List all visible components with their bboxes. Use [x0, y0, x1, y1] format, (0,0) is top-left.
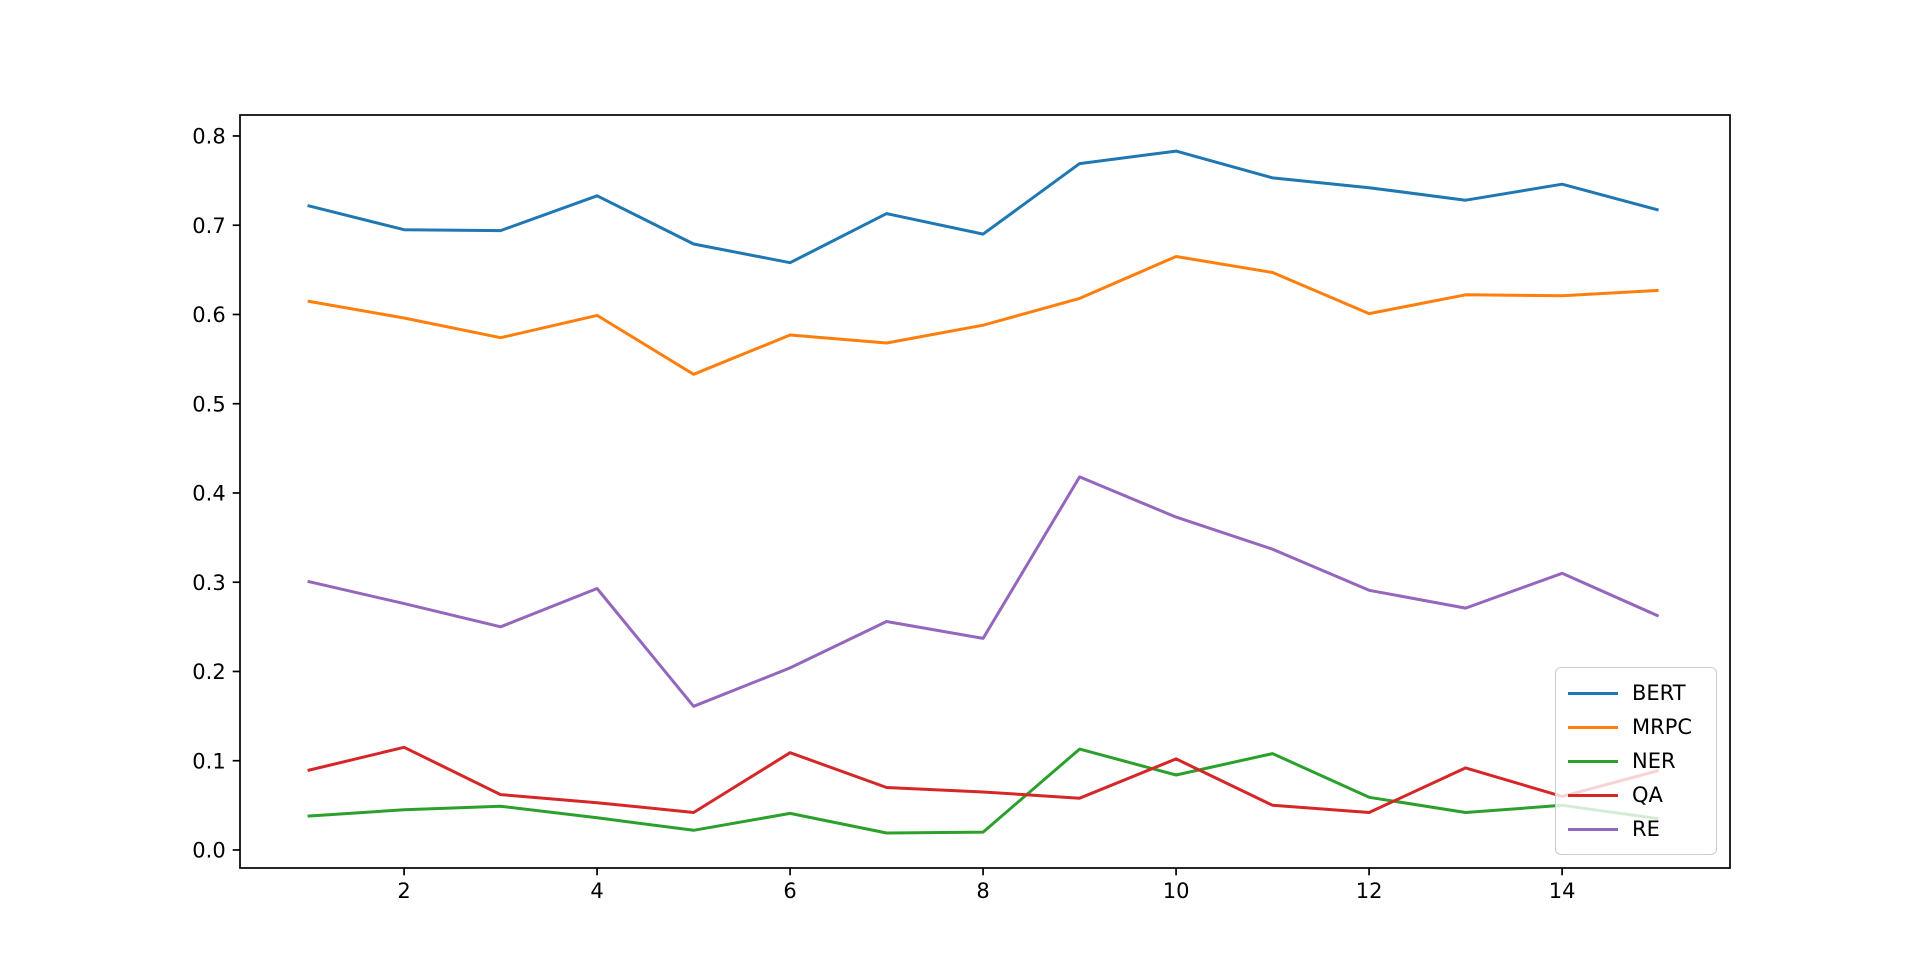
x-tick-label: 2: [397, 879, 410, 903]
plot-spines: [239, 114, 1731, 869]
legend-entry-re: RE: [1568, 816, 1704, 841]
y-tick-label: 0.8: [192, 125, 225, 149]
qa-line-swatch: [1568, 793, 1618, 797]
legend-label-qa: QA: [1632, 782, 1663, 807]
ner-line-swatch: [1568, 759, 1618, 763]
legend-label-re: RE: [1632, 816, 1660, 841]
series-line-re: [307, 475, 1660, 708]
y-tick-label: 0.4: [192, 482, 225, 506]
legend-entry-qa: QA: [1568, 782, 1704, 807]
y-tick-label: 0.6: [192, 303, 225, 327]
y-tick-label: 0.1: [192, 749, 225, 773]
re-line-swatch: [1568, 827, 1618, 831]
bert-line-swatch: [1568, 691, 1618, 695]
legend-label-mrpc: MRPC: [1632, 714, 1693, 739]
y-tick-label: 0.0: [192, 839, 225, 863]
y-tick-label: 0.3: [192, 571, 225, 595]
series-line-mrpc: [307, 255, 1659, 376]
y-tick-label: 0.7: [192, 214, 225, 238]
x-tick-label: 10: [1163, 879, 1190, 903]
legend-label-bert: BERT: [1632, 680, 1686, 705]
x-tick-label: 4: [590, 879, 603, 903]
legend-entry-mrpc: MRPC: [1568, 714, 1704, 739]
series-line-qa: [307, 745, 1659, 814]
series-line-bert: [307, 149, 1659, 265]
legend-entry-bert: BERT: [1568, 680, 1704, 705]
y-tick-label: 0.5: [192, 392, 225, 416]
x-tick-label: 6: [783, 879, 796, 903]
x-tick-label: 14: [1549, 879, 1576, 903]
legend-entry-ner: NER: [1568, 748, 1704, 773]
series-line-ner: [307, 747, 1659, 835]
y-tick-label: 0.2: [192, 660, 225, 684]
legend: BERT MRPC NER QA RE: [1555, 667, 1717, 855]
x-tick-label: 8: [976, 879, 989, 903]
mrpc-line-swatch: [1568, 725, 1618, 729]
x-tick-label: 12: [1356, 879, 1383, 903]
legend-label-ner: NER: [1632, 748, 1676, 773]
